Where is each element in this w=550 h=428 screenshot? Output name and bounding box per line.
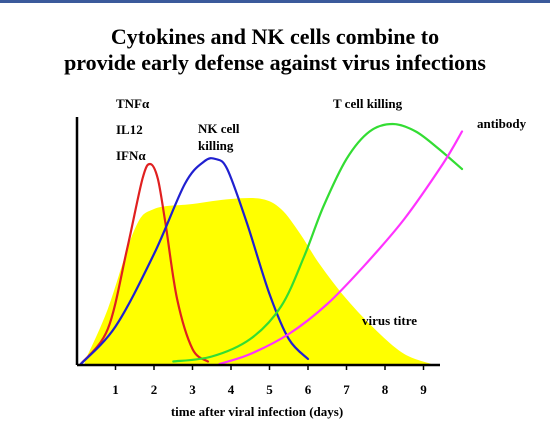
nk-cell-killing-curve: [79, 157, 310, 366]
cytokine-label-tnf: TNFα: [116, 96, 150, 111]
virus-titre-area: [84, 198, 432, 364]
tick-layer: 1 2 3 4 5 6 7 8 9: [112, 365, 427, 397]
line-layer: [79, 122, 464, 366]
antibody-curve: [218, 130, 464, 366]
nk-label-line1: NK cell: [198, 121, 240, 136]
cytokine-label-il12: IL12: [116, 122, 143, 137]
cytokine-label-ifn: IFNα: [116, 148, 146, 163]
x-tick-label: 7: [343, 382, 350, 397]
x-tick-label: 2: [151, 382, 158, 397]
x-tick-label: 4: [228, 382, 235, 397]
title-line-1: Cytokines and NK cells combine to: [110, 24, 440, 49]
x-tick-label: 1: [112, 382, 119, 397]
x-tick-label: 9: [420, 382, 427, 397]
virus-titre-label: virus titre: [362, 313, 417, 328]
x-tick-label: 3: [189, 382, 196, 397]
page-title: Cytokines and NK cells combine to provid…: [0, 24, 550, 76]
top-accent-bar: [0, 0, 550, 3]
tnf-il12-ifn-curve: [79, 162, 209, 366]
x-tick-label: 8: [382, 382, 389, 397]
area-layer: [84, 198, 432, 364]
nk-label-line2: killing: [198, 138, 234, 153]
x-tick-label: 5: [266, 382, 273, 397]
t-cell-killing-curve: [172, 122, 464, 363]
antibody-label: antibody: [477, 116, 527, 131]
x-axis-label: time after viral infection (days): [171, 404, 343, 419]
title-line-2: provide early defense against virus infe…: [64, 50, 486, 75]
x-tick-label: 6: [305, 382, 312, 397]
tcell-label: T cell killing: [333, 96, 403, 111]
